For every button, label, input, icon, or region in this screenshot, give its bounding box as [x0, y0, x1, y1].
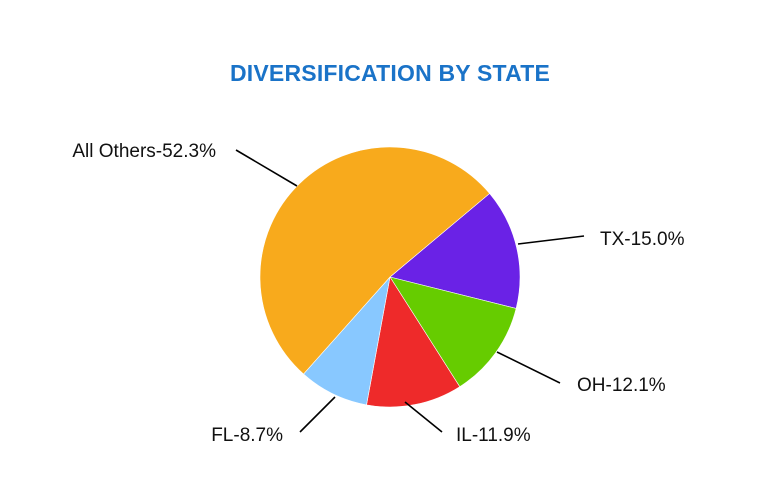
- slice-label-oh: OH-12.1%: [577, 375, 666, 396]
- leader-line-il: [404, 401, 443, 433]
- leader-line-fl: [299, 396, 336, 433]
- pie-slice-tx: [389, 193, 521, 309]
- pie-slice-il: [366, 276, 461, 408]
- slice-label-fl: FL-8.7%: [211, 425, 283, 446]
- leader-line-all-others: [235, 149, 298, 187]
- leader-line-oh: [496, 351, 561, 384]
- slice-label-all-others: All Others-52.3%: [72, 141, 216, 162]
- chart-title: DIVERSIFICATION BY STATE: [229, 60, 550, 86]
- slice-label-tx: TX-15.0%: [600, 229, 685, 250]
- pie-slice-oh: [389, 276, 517, 388]
- slice-label-il: IL-11.9%: [456, 425, 531, 446]
- pie-slice-all-others: [259, 146, 491, 375]
- leader-line-tx: [517, 235, 585, 245]
